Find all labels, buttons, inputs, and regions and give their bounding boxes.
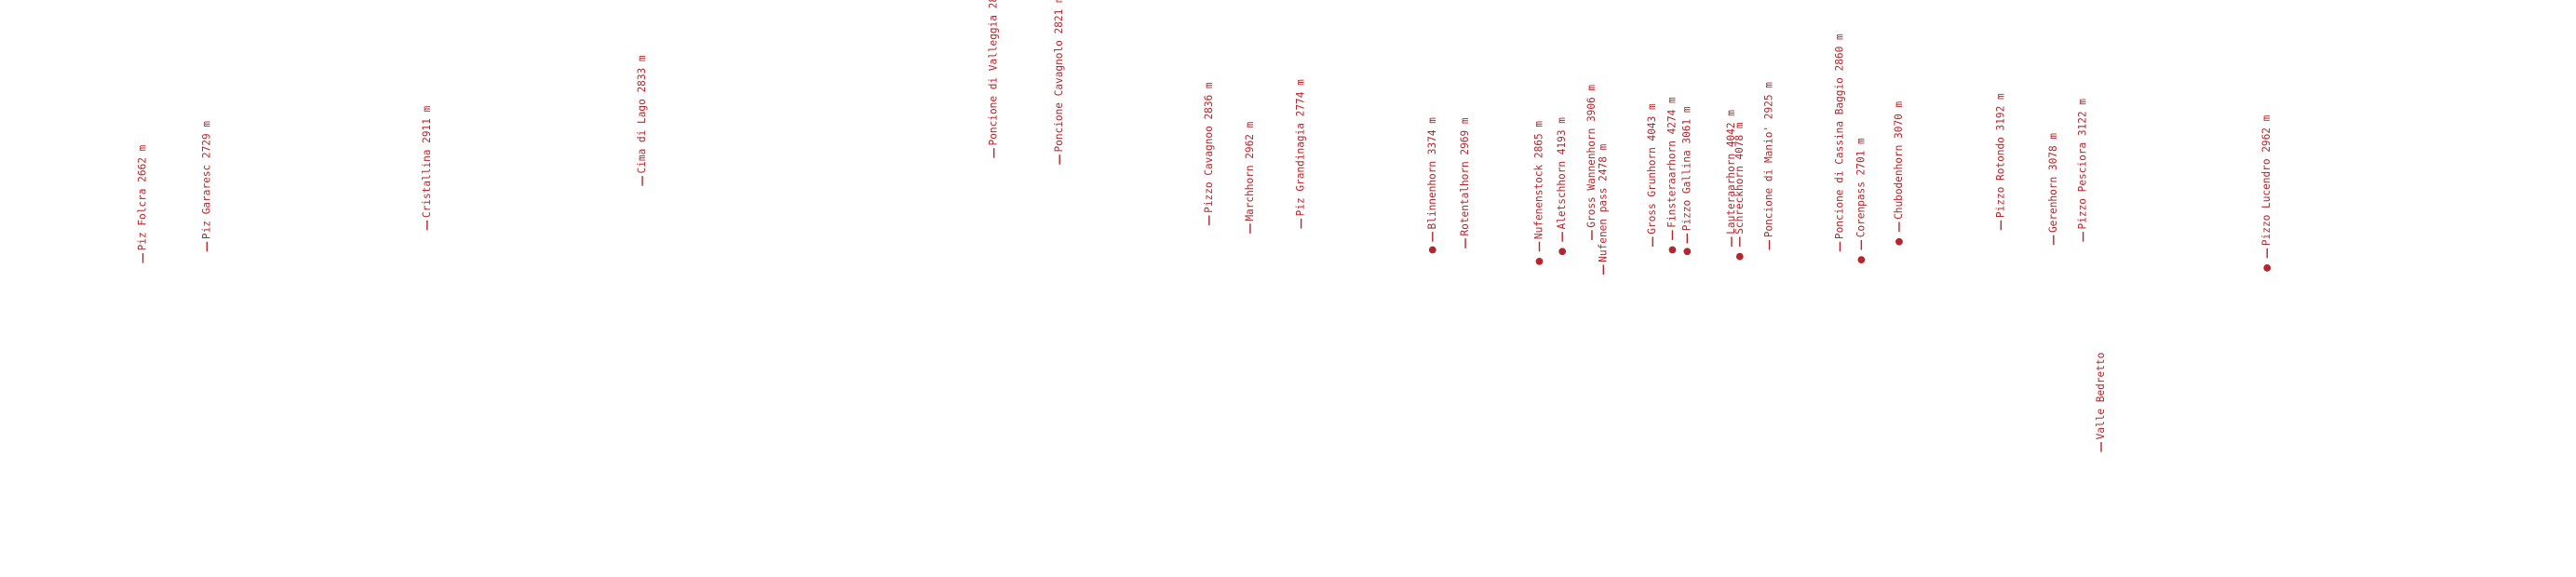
- peak-label: Schreckhorn 4078 m: [1733, 122, 1746, 235]
- peak-label: Pizzo Cavagnoo 2836 m: [1203, 82, 1215, 213]
- peak-label: Cristallina 2911 m: [421, 105, 433, 218]
- peak-marker: [1735, 252, 1744, 261]
- peak-label: Poncione di Cassina Baggio 2860 m: [1833, 34, 1845, 239]
- peak-label: Poncione Cavagnolo 2821 m: [1053, 0, 1065, 153]
- peak-marker: [1428, 246, 1436, 254]
- peak-label: Finsteraarhorn 4274 m: [1666, 97, 1678, 228]
- peak-label: Piz Gararesc 2729 m: [200, 121, 212, 239]
- peak-label: Poncione di Valleggia 2873: [988, 0, 1000, 145]
- peak-label: Pizzo Gallina 3061 m: [1680, 106, 1693, 231]
- peak-label: Pizzo Rotondo 3192 m: [1994, 93, 2006, 218]
- peak-marker: [1895, 237, 1903, 246]
- peak-label: Gross Wannenhorn 3906 m: [1585, 85, 1598, 228]
- peak-marker: [1558, 248, 1567, 256]
- peak-label: Marchhorn 2962 m: [1244, 121, 1256, 221]
- peak-marker: [1535, 258, 1544, 265]
- peak-label: Gerenhorn 3078 m: [2047, 133, 2059, 233]
- peak-marker: [1668, 246, 1677, 254]
- peak-marker: [1857, 256, 1866, 264]
- peak-label: Pizzo Pesciora 3122 m: [2077, 99, 2089, 230]
- peak-label: Blinnenhorn 3374 m: [1426, 117, 1438, 230]
- peak-label: Piz Grandinagia 2774 m: [1295, 79, 1307, 216]
- peak-label: Valle Bedretto: [2095, 353, 2107, 440]
- peak-label: Nufenenstock 2865 m: [1532, 121, 1544, 239]
- peak-label: Rotentalhorn 2969 m: [1459, 117, 1471, 235]
- peak-label: Chubodenhorn 3070 m: [1893, 101, 1905, 219]
- peak-label: Lauteraarhorn 4042 m: [1725, 110, 1737, 235]
- peak-label: Aletschhorn 4193 m: [1556, 117, 1568, 230]
- peak-label: Corenpass 2701 m: [1854, 138, 1867, 237]
- peak-label: Poncione di Manio' 2925 m: [1763, 82, 1775, 238]
- peak-marker: [1683, 248, 1692, 256]
- peak-label: Nufenen pass 2478 m: [1597, 143, 1609, 262]
- peak-marker: [2263, 264, 2272, 272]
- peak-label: Piz Folcra 2662 m: [137, 144, 149, 250]
- peak-label: Gross Grunhorn 4043 m: [1646, 103, 1658, 235]
- peak-label: Pizzo Lucendro 2962 m: [2260, 114, 2273, 246]
- peak-label: Cima di Lago 2833 m: [636, 55, 648, 173]
